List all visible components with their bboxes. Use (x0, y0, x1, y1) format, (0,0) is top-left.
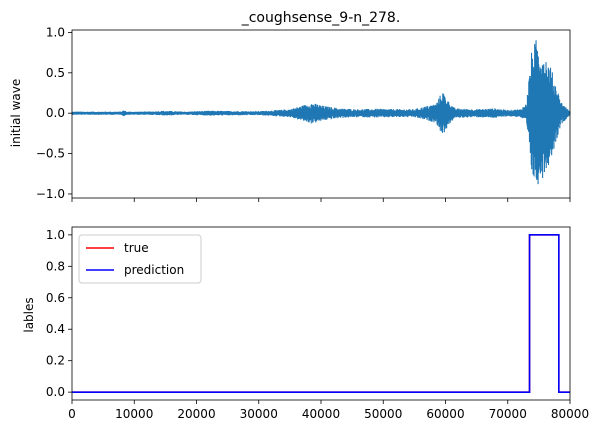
bottom-y-tick-label: 1.0 (46, 228, 65, 242)
bottom-y-tick-label: 0.4 (46, 322, 65, 336)
top-y-tick-label: 1.0 (46, 25, 65, 39)
series-line-prediction (72, 234, 570, 393)
bottom-x-tick-label: 70000 (489, 407, 527, 421)
top-y-tick-label: 0.0 (46, 106, 65, 120)
top-y-axis-label: initial wave (9, 79, 23, 147)
bottom-y-tick-label: 0.2 (46, 354, 65, 368)
bottom-x-tick-label: 20000 (177, 407, 215, 421)
top-y-tick-label: 0.5 (46, 66, 65, 80)
legend: true prediction (78, 234, 202, 284)
bottom-axes: 1.0 0.8 0.6 0.4 0.2 0.00 10000 20000 30000 40000 5… (46, 226, 589, 421)
bottom-y-tick-label: 0.0 (46, 385, 65, 399)
bottom-subplot: lables 1.0 0.8 0.6 0.4 0.2 0.00 10000 20000 3000… (22, 226, 589, 421)
top-axes: 1.0 0.5 0.0 −0.5 −1.0 (36, 25, 571, 202)
bottom-y-axis-label: lables (22, 297, 36, 332)
bottom-x-tick-label: 50000 (364, 407, 402, 421)
bottom-x-tick-label: 60000 (426, 407, 464, 421)
legend-label-prediction: prediction (124, 263, 184, 277)
bottom-x-tick-label: 80000 (551, 407, 589, 421)
top-y-tick-label: −0.5 (36, 147, 65, 161)
bottom-x-tick-label: 0 (68, 407, 76, 421)
bottom-y-tick-label: 0.8 (46, 259, 65, 273)
top-chart-title: _coughsense_9-n_278. (241, 10, 401, 26)
bottom-plot-area (72, 234, 570, 393)
top-y-tick-label: −1.0 (36, 187, 65, 201)
legend-label-true: true (124, 241, 149, 255)
bottom-x-tick-label: 10000 (115, 407, 153, 421)
bottom-x-tick-label: 30000 (240, 407, 278, 421)
bottom-x-tick-label: 40000 (302, 407, 340, 421)
top-plot-area (71, 40, 571, 185)
top-subplot: _coughsense_9-n_278. initial wave 1.0 0.5… (9, 10, 571, 202)
legend-box (78, 234, 202, 284)
bottom-y-tick-label: 0.6 (46, 291, 65, 305)
